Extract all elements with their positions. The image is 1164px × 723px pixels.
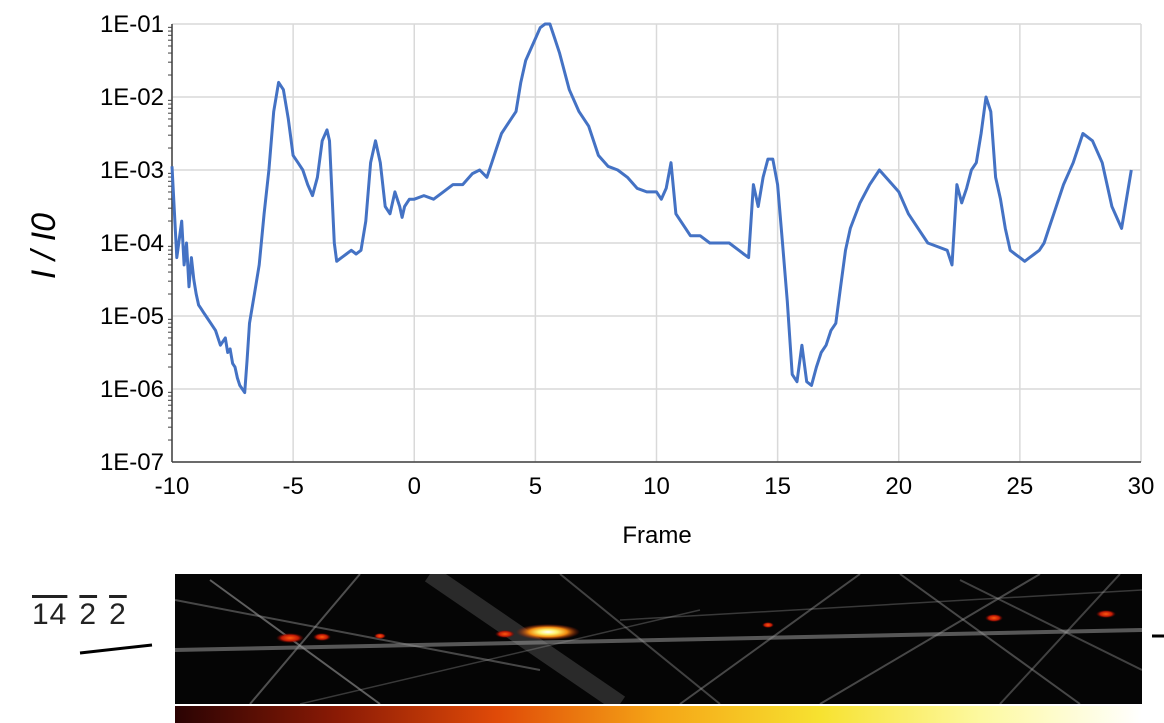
y-tick-label: 1E-05 bbox=[100, 303, 164, 330]
x-tick-label: 20 bbox=[885, 473, 912, 500]
y-tick-label: 1E-06 bbox=[100, 376, 164, 403]
colorbar bbox=[175, 706, 1142, 723]
x-tick-label: 5 bbox=[529, 473, 542, 500]
diffraction-strip-svg bbox=[79, 574, 1164, 723]
y-tick-label: 1E-07 bbox=[100, 449, 164, 476]
diffraction-spots bbox=[276, 610, 1116, 643]
x-tick-label: 15 bbox=[764, 473, 791, 500]
series bbox=[170, 22, 1133, 395]
x-tick-label: 25 bbox=[1007, 473, 1034, 500]
y-tick-label: 1E-04 bbox=[100, 230, 164, 257]
y-tick-label: 1E-01 bbox=[100, 11, 164, 38]
axes bbox=[168, 24, 1141, 463]
series-line bbox=[170, 22, 1133, 395]
miller-index-label: 14 2 2 bbox=[32, 598, 127, 632]
x-tick-label: 10 bbox=[643, 473, 670, 500]
tick-labels: -10 -5 0 5 10 15 20 25 30 1E-01 1E-02 1E-03 1E-04 1E-… bbox=[100, 11, 1154, 500]
intensity-chart: -10 -5 0 5 10 15 20 25 30 1E-01 1E-02 1E-03 1E-04 1E-… bbox=[25, 11, 1154, 549]
y-tick-label: 1E-03 bbox=[100, 157, 164, 184]
streak-lines bbox=[175, 574, 1142, 704]
miller-index-h: 14 bbox=[32, 598, 68, 631]
miller-index-l: 2 bbox=[109, 598, 127, 631]
grid bbox=[171, 23, 1142, 463]
x-tick-label: -10 bbox=[155, 473, 190, 500]
label-underline bbox=[79, 643, 153, 655]
chart-svg: -10 -5 0 5 10 15 20 25 30 1E-01 1E-02 1E-03 1E-04 1E-… bbox=[25, 11, 1154, 549]
x-axis-title: Frame bbox=[622, 522, 691, 549]
x-tick-label: 30 bbox=[1128, 473, 1155, 500]
miller-index-k: 2 bbox=[79, 598, 98, 631]
diffraction-strip-panel: 14 2 2 bbox=[0, 560, 1164, 723]
x-tick-label: 0 bbox=[408, 473, 421, 500]
x-tick-label: -5 bbox=[282, 473, 303, 500]
y-axis-title: I / I0 bbox=[25, 213, 63, 279]
y-tick-label: 1E-02 bbox=[100, 84, 164, 111]
